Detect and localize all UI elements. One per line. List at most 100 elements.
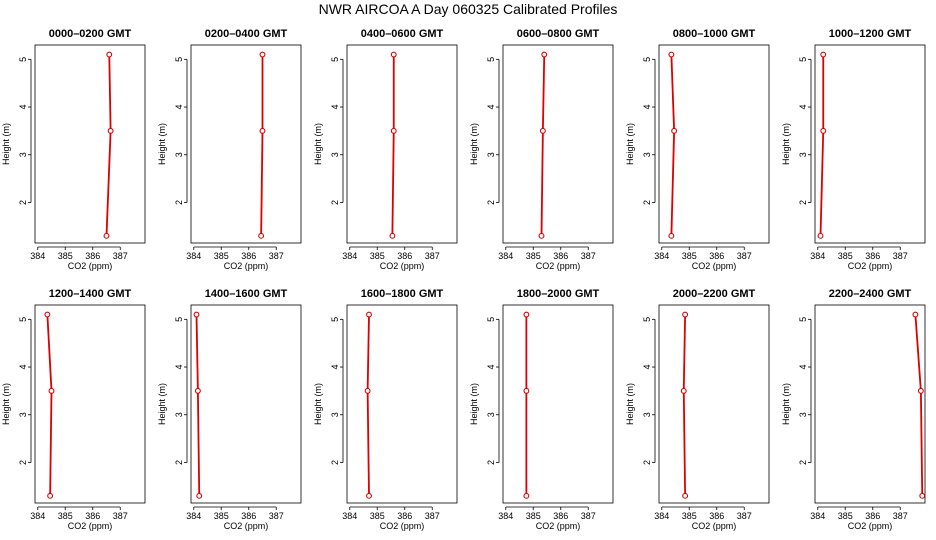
x-tick-label: 387	[737, 251, 752, 261]
y-tick-label: 4	[174, 105, 184, 110]
x-tick-label: 385	[838, 251, 853, 261]
y-tick-label: 4	[486, 105, 496, 110]
x-tick-label: 387	[581, 251, 596, 261]
x-tick-label: 384	[654, 511, 669, 521]
y-tick-label: 4	[330, 365, 340, 370]
y-tick-label: 5	[174, 317, 184, 322]
x-tick-label: 386	[397, 251, 412, 261]
y-tick-label: 2	[486, 200, 496, 205]
y-tick-label: 2	[798, 200, 808, 205]
y-tick-label: 3	[798, 152, 808, 157]
x-axis-label: CO2 (ppm)	[380, 521, 425, 531]
y-tick-label: 2	[18, 200, 28, 205]
y-tick-label: 3	[174, 412, 184, 417]
x-tick-label: 385	[58, 511, 73, 521]
panel-title: 1200–1400 GMT	[49, 288, 132, 300]
x-tick-label: 387	[737, 511, 752, 521]
y-tick-label: 5	[798, 57, 808, 62]
panel-title: 2200–2400 GMT	[829, 288, 912, 300]
plot-frame	[658, 304, 770, 504]
profile-point	[668, 51, 675, 58]
panel-title: 1400–1600 GMT	[205, 288, 288, 300]
plot-frame	[190, 304, 302, 504]
profile-point	[364, 387, 371, 394]
plot-frame	[814, 44, 926, 244]
plot-frame	[346, 304, 458, 504]
x-tick-label: 384	[654, 251, 669, 261]
x-tick-label: 385	[214, 251, 229, 261]
x-tick-label: 385	[526, 511, 541, 521]
x-axis-label: CO2 (ppm)	[692, 521, 737, 531]
profile-point	[389, 232, 396, 239]
x-tick-label: 384	[810, 251, 825, 261]
x-tick-label: 384	[498, 511, 513, 521]
profile-point	[820, 127, 827, 134]
y-axis-label: Height (m)	[625, 123, 635, 165]
x-tick-label: 385	[682, 511, 697, 521]
profile-point	[523, 492, 530, 499]
x-tick-label: 386	[241, 251, 256, 261]
y-tick-label: 4	[330, 105, 340, 110]
y-tick-label: 4	[18, 105, 28, 110]
profile-point	[539, 127, 546, 134]
x-tick-label: 386	[85, 511, 100, 521]
y-tick-label: 3	[18, 152, 28, 157]
profile-line	[540, 54, 546, 236]
y-tick-label: 2	[642, 460, 652, 465]
profile-point	[366, 492, 372, 499]
y-tick-label: 3	[642, 152, 652, 157]
profile-point	[193, 311, 200, 318]
panel-title: 2000–2200 GMT	[673, 288, 756, 300]
profile-point	[390, 127, 397, 134]
x-axis-label: CO2 (ppm)	[848, 261, 893, 271]
y-tick-label: 2	[18, 460, 28, 465]
profile-point	[259, 51, 266, 58]
x-axis-label: CO2 (ppm)	[68, 521, 113, 531]
y-tick-label: 3	[330, 152, 340, 157]
profile-point	[538, 232, 545, 239]
plot-frame	[34, 304, 146, 504]
x-tick-label: 387	[425, 251, 440, 261]
profile-point	[541, 51, 548, 58]
panel-title: 0600–0800 GMT	[517, 28, 600, 40]
x-axis-label: CO2 (ppm)	[224, 261, 269, 271]
profile-point	[47, 492, 54, 499]
profile-point	[682, 492, 689, 499]
y-tick-label: 2	[486, 460, 496, 465]
x-tick-label: 384	[342, 511, 357, 521]
y-axis-label: Height (m)	[1, 383, 11, 425]
x-tick-label: 384	[186, 511, 201, 521]
x-axis-label: CO2 (ppm)	[380, 261, 425, 271]
x-tick-label: 385	[370, 511, 385, 521]
x-tick-label: 386	[865, 511, 880, 521]
x-axis-label: CO2 (ppm)	[224, 521, 269, 531]
y-tick-label: 2	[330, 200, 340, 205]
y-tick-label: 3	[486, 412, 496, 417]
x-tick-label: 386	[553, 251, 568, 261]
x-axis-label: CO2 (ppm)	[68, 261, 113, 271]
y-tick-label: 4	[798, 365, 808, 370]
profile-line	[46, 314, 53, 496]
y-tick-label: 5	[486, 317, 496, 322]
x-tick-label: 384	[810, 511, 825, 521]
y-tick-label: 2	[330, 460, 340, 465]
y-tick-label: 4	[174, 365, 184, 370]
panel-title: 0200–0400 GMT	[205, 28, 288, 40]
panel-title: 0800–1000 GMT	[673, 28, 756, 40]
profile-point	[366, 311, 372, 318]
profile-point	[259, 127, 266, 134]
profile-point	[106, 51, 113, 58]
y-tick-label: 2	[642, 200, 652, 205]
profile-line	[105, 54, 112, 236]
x-tick-label: 384	[498, 251, 513, 261]
y-axis-label: Height (m)	[157, 383, 167, 425]
y-tick-label: 3	[642, 412, 652, 417]
x-tick-label: 387	[893, 251, 908, 261]
plot-frame	[346, 44, 458, 244]
